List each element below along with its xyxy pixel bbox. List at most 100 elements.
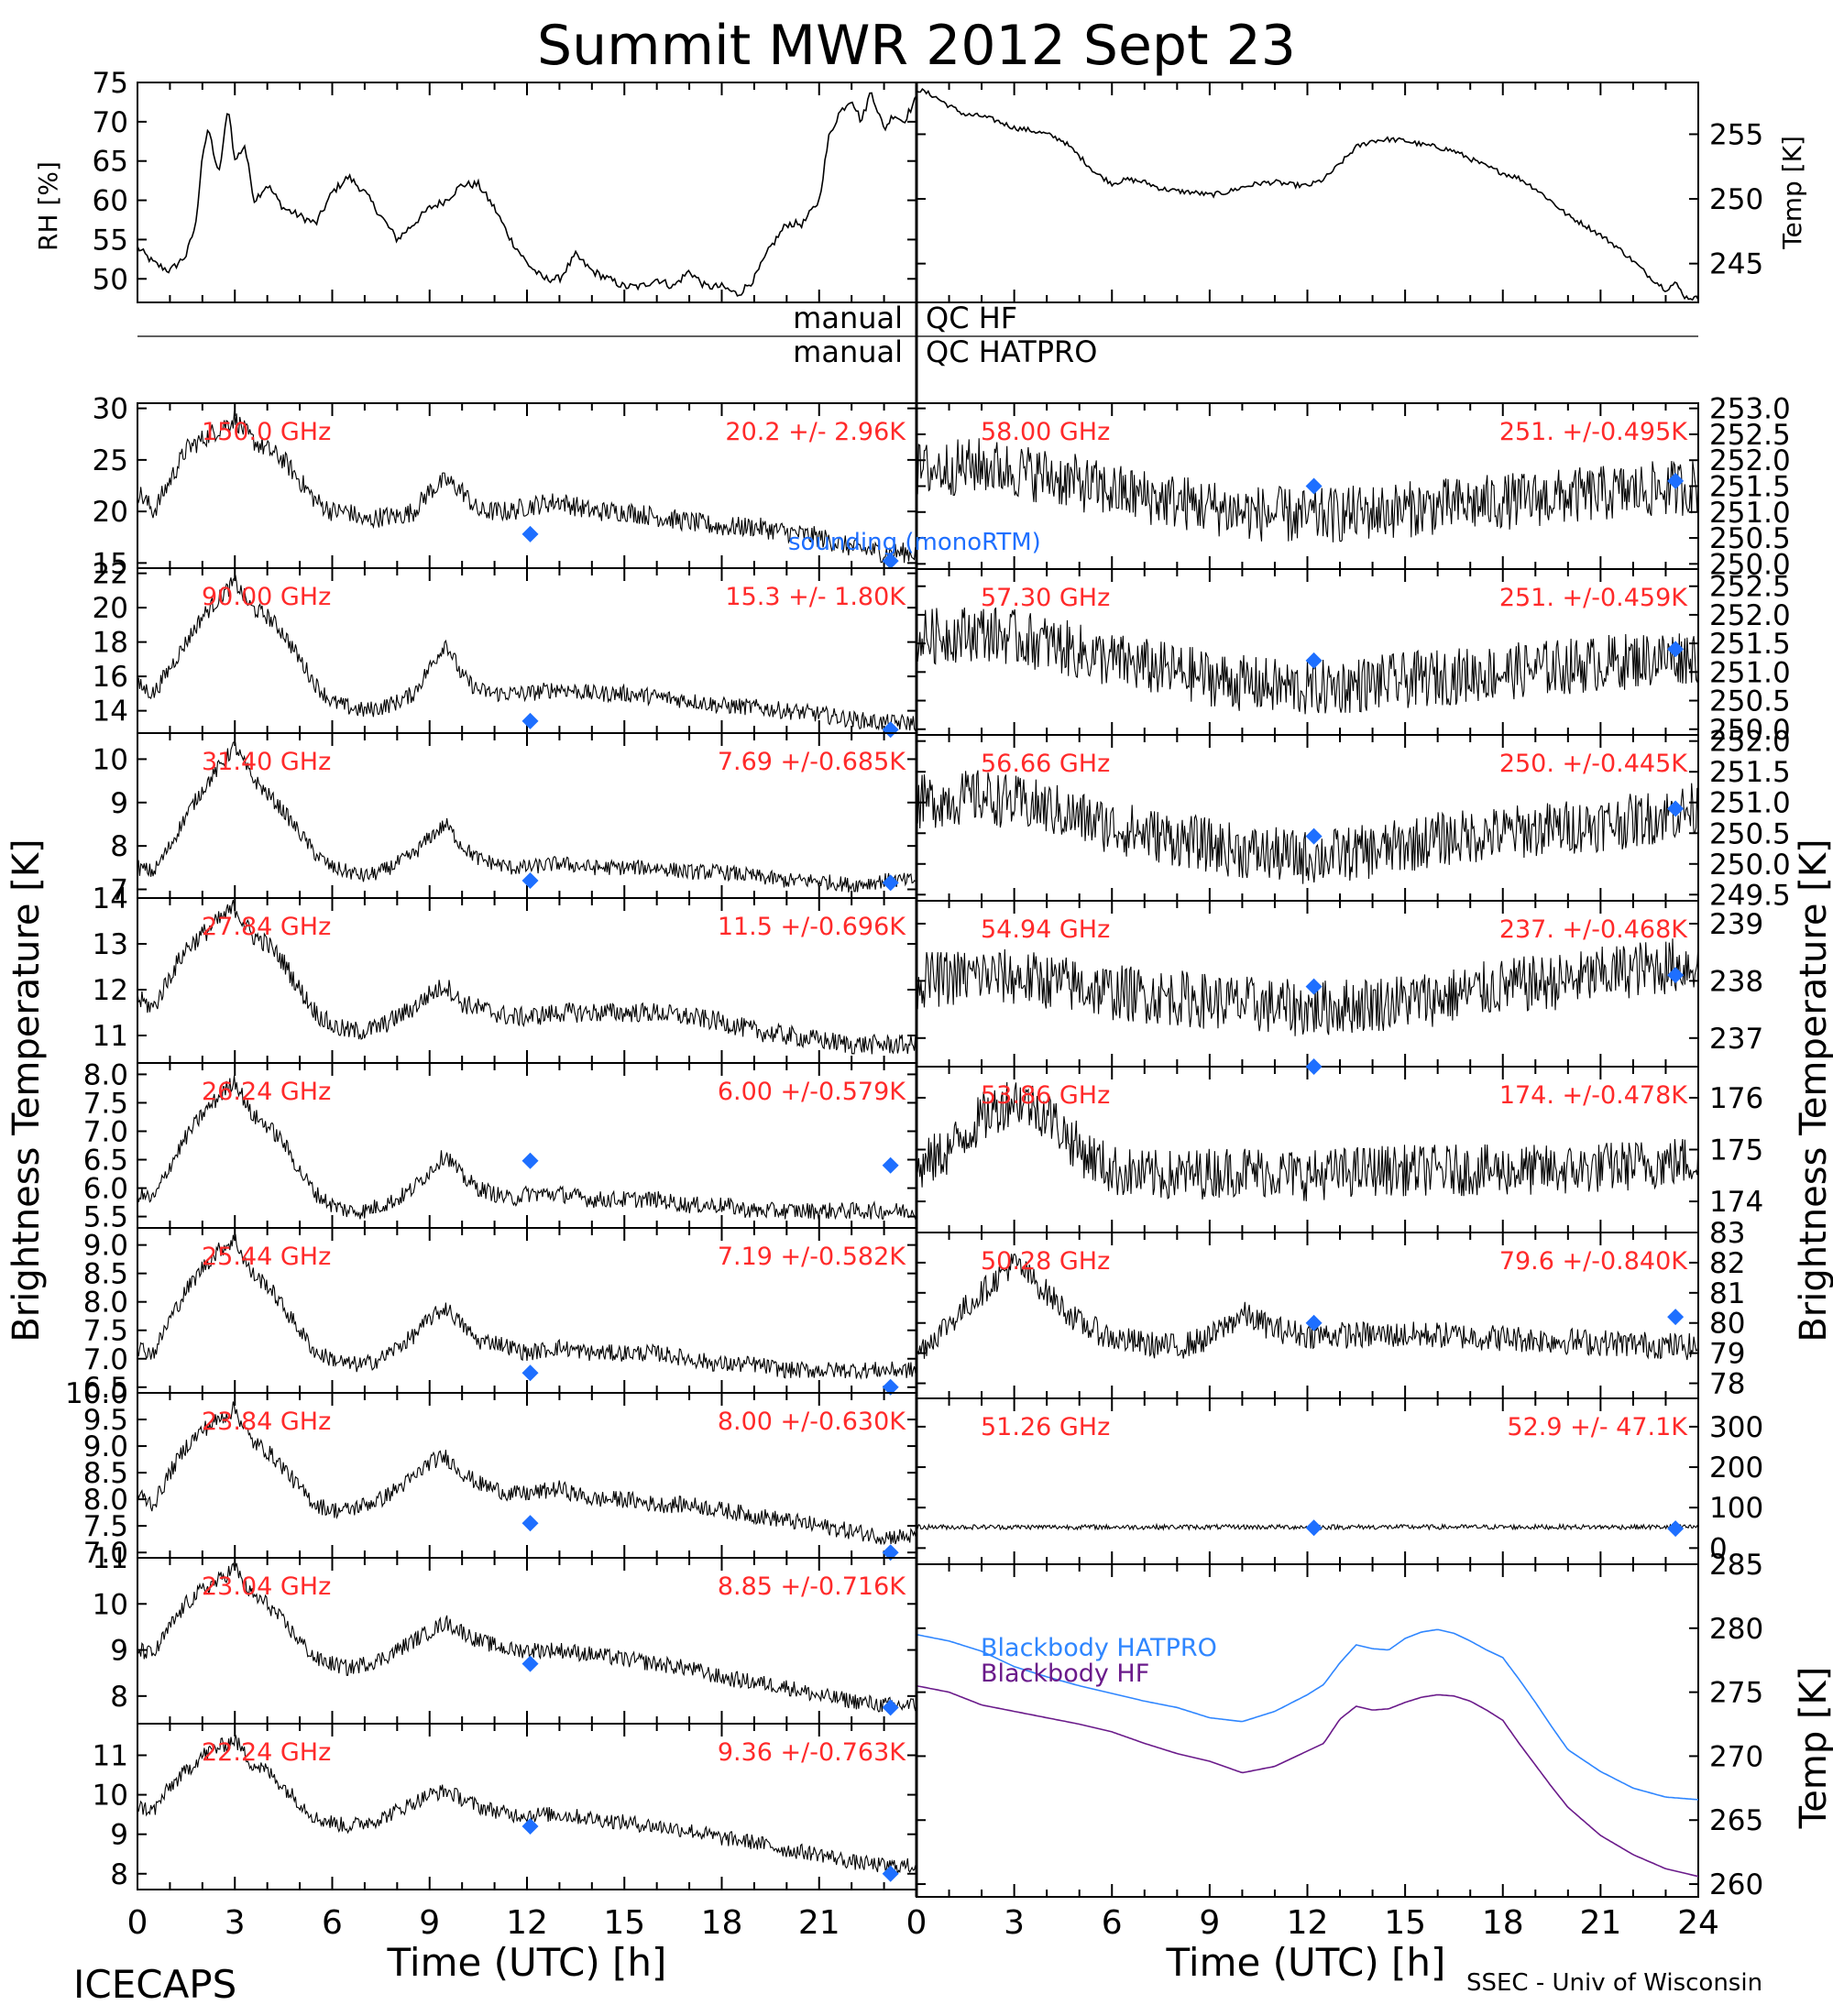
y-tick-label: 251.0 <box>1709 497 1791 530</box>
frequency-label: 31.40 GHz <box>202 748 331 776</box>
y-tick-label: 10 <box>93 743 128 776</box>
stat-label: 250. +/-0.445K <box>1499 750 1688 778</box>
panel-frame <box>916 82 1699 303</box>
frequency-label: 56.66 GHz <box>981 750 1110 778</box>
y-tick-label: 9.0 <box>83 1430 128 1463</box>
y-tick-label: 250.5 <box>1709 685 1791 718</box>
qc-hf-label: QC HF <box>926 301 1017 335</box>
sounding-marker <box>1305 477 1323 495</box>
y-tick-label: 30 <box>93 393 128 426</box>
sounding-marker <box>1667 800 1685 817</box>
y-tick-label: 8.5 <box>83 1258 128 1291</box>
stat-label: 7.19 +/-0.582K <box>718 1243 906 1271</box>
y-tick-label: 6.0 <box>83 1173 128 1206</box>
x-tick-label: 12 <box>1287 1904 1329 1942</box>
y-tick-label: 5.5 <box>83 1201 128 1234</box>
y-tick-label: 265 <box>1709 1804 1763 1837</box>
frequency-label: 90.00 GHz <box>202 583 331 611</box>
sounding-marker <box>1305 1314 1323 1331</box>
y-tick-label: 8 <box>110 1858 128 1891</box>
sounding-marker <box>521 1515 539 1532</box>
rh-axis-label: RH [%] <box>33 161 63 251</box>
y-tick-label: 13 <box>93 928 128 961</box>
y-tick-label: 174 <box>1709 1186 1763 1219</box>
qc-hatpro-label: QC HATPRO <box>926 334 1097 369</box>
y-tick-label: 80 <box>1709 1308 1745 1341</box>
series-line <box>137 741 917 893</box>
y-tick-label: 6.5 <box>83 1145 128 1178</box>
stat-label: 6.00 +/-0.579K <box>718 1078 906 1106</box>
frequency-label: 26.24 GHz <box>202 1078 331 1106</box>
y-tick-label: 11 <box>93 1542 128 1575</box>
frequency-label: 50.28 GHz <box>981 1247 1110 1276</box>
legend-blackbody-hf: Blackbody HF <box>981 1660 1149 1688</box>
x-tick-label: 15 <box>1384 1904 1426 1942</box>
frequency-label: 27.84 GHz <box>202 913 331 941</box>
y-tick-label: 22 <box>93 558 128 591</box>
frequency-label: 51.26 GHz <box>981 1413 1110 1441</box>
footer-left: ICECAPS <box>73 1962 236 2007</box>
x-tick-label: 15 <box>603 1904 645 1942</box>
y-tick-label: 8 <box>110 830 128 863</box>
y-tick-label: 250.5 <box>1709 817 1791 850</box>
y-tick-label: 7.5 <box>83 1510 128 1543</box>
y-tick-label: 7.5 <box>83 1087 128 1120</box>
frequency-label: 53.86 GHz <box>981 1081 1110 1110</box>
y-tick-label: 9.0 <box>83 1230 128 1263</box>
y-tick-label: 251.0 <box>1709 656 1791 689</box>
y-tick-label: 250.0 <box>1709 548 1791 581</box>
series-line <box>137 92 917 297</box>
stat-label: 7.69 +/-0.685K <box>718 748 906 776</box>
y-tick-label: 251.5 <box>1709 628 1791 661</box>
x-tick-label: 9 <box>1199 1904 1220 1942</box>
series-line <box>916 1081 1699 1201</box>
y-tick-label: 251.0 <box>1709 787 1791 820</box>
y-tick-label: 9.5 <box>83 1404 128 1437</box>
series-line <box>137 411 917 564</box>
x-tick-label: 21 <box>1579 1904 1621 1942</box>
series-line <box>916 938 1699 1036</box>
series-line <box>137 1401 917 1546</box>
y-tick-label: 60 <box>93 185 128 218</box>
x-axis-label-left: Time (UTC) [h] <box>387 1940 667 1985</box>
series-line <box>137 899 917 1055</box>
y-tick-label: 82 <box>1709 1247 1745 1280</box>
y-axis-label-left: Brightness Temperature [K] <box>5 838 48 1342</box>
y-tick-label: 285 <box>1709 1549 1763 1582</box>
y-axis-label-right: Brightness Temperature [K] <box>1793 838 1833 1342</box>
y-tick-label: 81 <box>1709 1277 1745 1310</box>
series-line <box>137 1233 917 1380</box>
y-tick-label: 255 <box>1709 118 1763 151</box>
x-tick-label: 3 <box>225 1904 246 1942</box>
series-line <box>916 1684 1699 1878</box>
y-tick-label: 176 <box>1709 1082 1763 1115</box>
x-tick-label: 18 <box>701 1904 743 1942</box>
y-tick-label: 65 <box>93 146 128 179</box>
y-tick-label: 0 <box>1709 1532 1728 1565</box>
x-tick-label: 0 <box>127 1904 148 1942</box>
sounding-marker <box>882 1378 899 1396</box>
y-tick-label: 9 <box>110 1819 128 1852</box>
y-tick-label: 83 <box>1709 1217 1745 1250</box>
series-line <box>916 1628 1699 1801</box>
y-tick-label: 15 <box>93 547 128 580</box>
y-tick-label: 200 <box>1709 1452 1763 1485</box>
series-line <box>916 88 1699 301</box>
y-tick-label: 10.0 <box>65 1377 128 1410</box>
frequency-label: 58.00 GHz <box>981 418 1110 446</box>
y-tick-label: 245 <box>1709 248 1763 281</box>
stat-label: 251. +/-0.459K <box>1499 584 1688 612</box>
y-tick-label: 75 <box>93 67 128 100</box>
y-tick-label: 16 <box>93 661 128 694</box>
y-tick-label: 10 <box>93 1780 128 1813</box>
y-tick-label: 6.5 <box>83 1372 128 1405</box>
figure-title: Summit MWR 2012 Sept 23 <box>537 14 1296 78</box>
x-tick-label: 0 <box>906 1904 927 1942</box>
blackbody-axis-label: Temp [K] <box>1793 1667 1833 1830</box>
x-tick-label: 24 <box>1677 1904 1719 1942</box>
x-tick-label: 21 <box>798 1904 840 1942</box>
y-tick-label: 275 <box>1709 1677 1763 1710</box>
y-tick-label: 253.0 <box>1709 393 1791 426</box>
x-tick-label: 18 <box>1482 1904 1524 1942</box>
sounding-marker <box>882 1699 899 1716</box>
